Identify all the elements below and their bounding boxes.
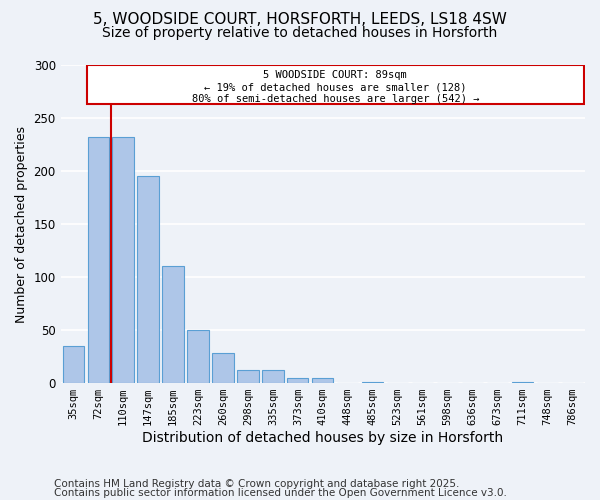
Bar [287,378,308,383]
Bar [362,382,383,383]
FancyBboxPatch shape [87,65,584,104]
Text: 5 WOODSIDE COURT: 89sqm: 5 WOODSIDE COURT: 89sqm [263,70,407,80]
Text: Size of property relative to detached houses in Horsforth: Size of property relative to detached ho… [103,26,497,40]
Text: Contains HM Land Registry data © Crown copyright and database right 2025.: Contains HM Land Registry data © Crown c… [54,479,460,489]
Text: 80% of semi-detached houses are larger (542) →: 80% of semi-detached houses are larger (… [191,94,479,104]
Bar [187,330,209,383]
Bar [163,266,184,383]
Bar [212,354,233,383]
Bar [312,378,334,383]
Bar [137,176,158,383]
Text: 5, WOODSIDE COURT, HORSFORTH, LEEDS, LS18 4SW: 5, WOODSIDE COURT, HORSFORTH, LEEDS, LS1… [93,12,507,28]
Bar [262,370,284,383]
Bar [512,382,533,383]
Text: ← 19% of detached houses are smaller (128): ← 19% of detached houses are smaller (12… [204,82,467,92]
Text: Contains public sector information licensed under the Open Government Licence v3: Contains public sector information licen… [54,488,507,498]
Y-axis label: Number of detached properties: Number of detached properties [15,126,28,322]
Bar [238,370,259,383]
X-axis label: Distribution of detached houses by size in Horsforth: Distribution of detached houses by size … [142,431,503,445]
Bar [62,346,84,383]
Bar [88,137,109,383]
Bar [112,137,134,383]
